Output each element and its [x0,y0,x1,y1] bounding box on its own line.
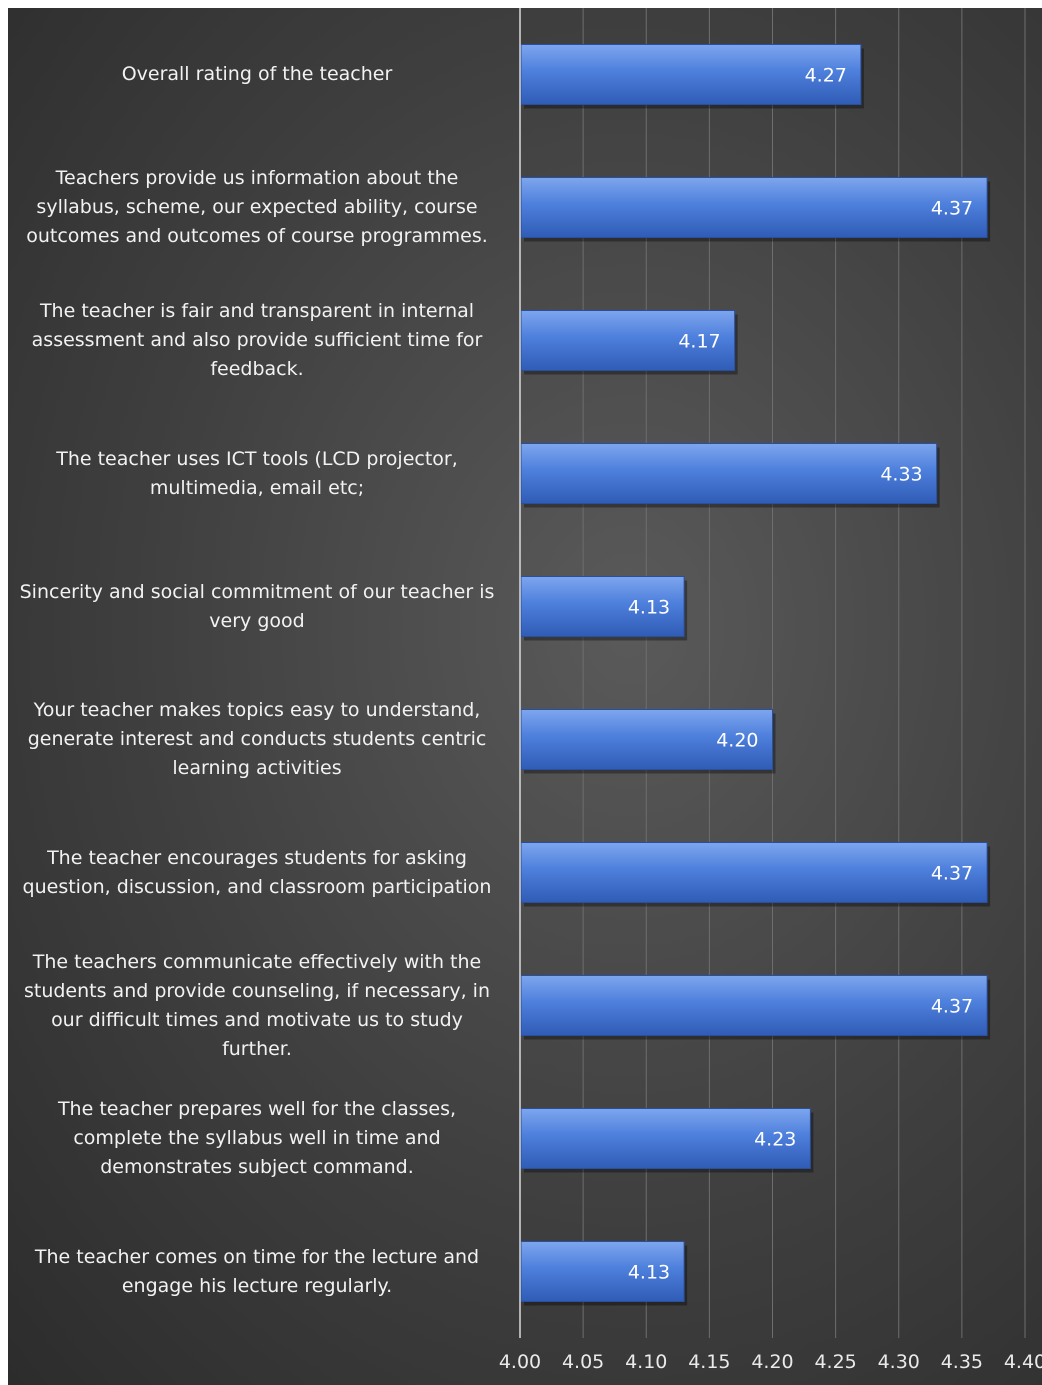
bar-value-label: 4.13 [628,597,670,619]
bar [520,44,862,105]
x-tick-label: 4.25 [814,1351,856,1373]
bar [520,443,938,504]
bar [520,842,988,903]
category-label-text: Teachers provide us information about th… [26,167,488,247]
category-label-text: The teacher uses ICT tools (LCD projecto… [56,447,458,499]
category-label-text: The teachers communicate effectively wit… [23,950,490,1060]
bar-value-label: 4.37 [931,198,973,220]
category-label: The teacher is fair and transparent in i… [17,274,497,407]
bar-value-label: 4.37 [931,863,973,885]
category-label: Overall rating of the teacher [17,8,497,141]
category-label: Sincerity and social commitment of our t… [17,540,497,673]
category-label-text: The teacher is fair and transparent in i… [31,300,483,380]
category-label: The teacher comes on time for the lectur… [17,1205,497,1338]
x-tick-label: 4.30 [878,1351,920,1373]
bar [520,709,773,770]
bar [520,1108,811,1169]
bar-value-label: 4.37 [931,996,973,1018]
chart-area: Overall rating of the teacher Teachers pr… [8,8,1042,1385]
category-label-text: The teacher prepares well for the classe… [57,1098,457,1178]
category-label: The teacher encourages students for aski… [17,806,497,939]
bar-value-label: 4.20 [716,730,758,752]
bar [520,576,685,637]
bar [520,177,988,238]
category-label: The teachers communicate effectively wit… [17,939,497,1072]
category-label-text: The teacher comes on time for the lectur… [34,1245,480,1297]
category-label: The teacher prepares well for the classe… [17,1072,497,1205]
bar-value-label: 4.17 [678,331,720,353]
bars: 4.27 4.37 4.17 4.33 4.13 4.20 4.37 4.37 4.23 4.13 [520,44,991,1306]
bar-value-label: 4.33 [880,464,922,486]
category-label-text: The teacher encourages students for aski… [22,846,492,898]
x-tick-label: 4.20 [751,1351,793,1373]
x-tick-label: 4.35 [941,1351,983,1373]
x-tick-label: 4.10 [625,1351,667,1373]
bar-value-label: 4.27 [805,65,847,87]
category-label-text: Overall rating of the teacher [121,63,393,85]
category-label: Your teacher makes topics easy to unders… [17,673,497,806]
bar-chart: 4.27 4.37 4.17 4.33 4.13 4.20 4.37 4.37 4.23 4.13… [499,8,1042,1373]
category-label: The teacher uses ICT tools (LCD projecto… [17,407,497,540]
bar [520,975,988,1036]
bar [520,1241,685,1302]
category-label-text: Your teacher makes topics easy to unders… [27,699,487,779]
bar-value-label: 4.23 [754,1129,796,1151]
category-label-text: Sincerity and social commitment of our t… [19,580,495,632]
x-tick-label: 4.00 [499,1351,541,1373]
bar-value-label: 4.13 [628,1262,670,1284]
x-tick-label: 4.15 [688,1351,730,1373]
x-tick-label: 4.40 [1004,1351,1042,1373]
x-axis: 4.00 4.05 4.10 4.15 4.20 4.25 4.30 4.35 4.40 [499,8,1042,1373]
x-tick-label: 4.05 [562,1351,604,1373]
category-label: Teachers provide us information about th… [17,141,497,274]
bar [520,310,736,371]
